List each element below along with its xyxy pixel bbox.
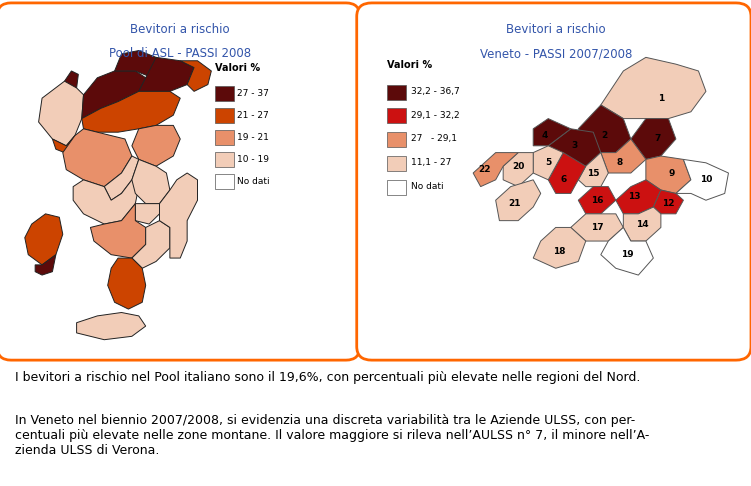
Bar (387, 180, 406, 195)
Polygon shape (533, 119, 571, 146)
Polygon shape (38, 81, 83, 146)
Polygon shape (578, 153, 608, 187)
Polygon shape (623, 207, 661, 241)
Polygon shape (616, 180, 661, 214)
Bar (387, 85, 406, 100)
Text: Valori %: Valori % (387, 60, 432, 69)
Text: 21: 21 (508, 199, 520, 208)
Polygon shape (82, 71, 146, 119)
Polygon shape (601, 57, 706, 119)
Text: 27 - 37: 27 - 37 (237, 88, 269, 98)
Text: 16: 16 (591, 196, 603, 205)
FancyBboxPatch shape (357, 3, 751, 360)
Polygon shape (115, 51, 163, 78)
Text: I bevitori a rischio nel Pool italiano sono il 19,6%, con percentuali più elevat: I bevitori a rischio nel Pool italiano s… (15, 370, 641, 383)
Bar (215, 86, 234, 101)
Polygon shape (104, 156, 139, 200)
Bar (215, 174, 234, 189)
Text: 10 - 19: 10 - 19 (237, 155, 270, 164)
Polygon shape (533, 146, 563, 180)
Polygon shape (631, 119, 676, 159)
Text: 12: 12 (662, 199, 674, 208)
Text: No dati: No dati (237, 177, 270, 186)
Polygon shape (35, 255, 56, 275)
Polygon shape (601, 227, 653, 275)
Text: 5: 5 (545, 158, 551, 167)
Text: 15: 15 (587, 169, 599, 177)
Text: No dati: No dati (412, 182, 444, 191)
Text: 2: 2 (602, 131, 608, 140)
Polygon shape (533, 227, 586, 268)
Text: 18: 18 (553, 247, 566, 256)
Bar (215, 152, 234, 167)
Text: 19 - 21: 19 - 21 (237, 133, 269, 142)
Polygon shape (135, 204, 159, 224)
Polygon shape (578, 187, 616, 214)
Bar (215, 130, 234, 145)
Text: Valori %: Valori % (215, 63, 260, 73)
Polygon shape (25, 214, 63, 265)
Polygon shape (132, 125, 180, 166)
Text: 19: 19 (621, 250, 633, 259)
Polygon shape (159, 173, 198, 258)
Text: 13: 13 (629, 192, 641, 201)
Polygon shape (90, 204, 146, 258)
Polygon shape (646, 156, 691, 193)
Text: 8: 8 (617, 158, 623, 167)
Text: 7: 7 (654, 135, 660, 143)
Text: 29,1 - 32,2: 29,1 - 32,2 (412, 111, 460, 120)
Text: 27   - 29,1: 27 - 29,1 (412, 135, 457, 143)
Text: 1: 1 (658, 94, 664, 103)
Text: Bevitori a rischio: Bevitori a rischio (506, 23, 605, 36)
Text: 14: 14 (636, 220, 648, 228)
Text: 32,2 - 36,7: 32,2 - 36,7 (412, 87, 460, 96)
Polygon shape (139, 57, 194, 91)
Text: 21 - 27: 21 - 27 (237, 111, 269, 120)
Polygon shape (503, 153, 533, 187)
Polygon shape (132, 159, 170, 204)
Polygon shape (653, 190, 683, 214)
Polygon shape (63, 129, 132, 187)
Text: 4: 4 (541, 131, 547, 140)
Polygon shape (73, 180, 139, 224)
Polygon shape (473, 153, 518, 187)
Polygon shape (548, 129, 601, 166)
Text: 22: 22 (478, 165, 490, 174)
Bar (387, 108, 406, 123)
Text: Bevitori a rischio: Bevitori a rischio (131, 23, 230, 36)
Polygon shape (53, 136, 104, 156)
Text: In Veneto nel biennio 2007/2008, si evidenzia una discreta variabilità tra le Az: In Veneto nel biennio 2007/2008, si evid… (15, 414, 650, 457)
Polygon shape (548, 153, 586, 193)
Polygon shape (107, 258, 146, 309)
Text: 3: 3 (572, 141, 578, 150)
Bar (215, 108, 234, 122)
Polygon shape (496, 180, 541, 221)
Text: 17: 17 (591, 223, 603, 232)
Polygon shape (82, 91, 180, 132)
Text: Pool di ASL - PASSI 2008: Pool di ASL - PASSI 2008 (109, 47, 252, 60)
Bar (387, 156, 406, 171)
FancyBboxPatch shape (0, 3, 360, 360)
Text: 9: 9 (669, 169, 675, 177)
Polygon shape (132, 221, 170, 268)
Text: 10: 10 (700, 175, 712, 184)
Polygon shape (676, 159, 728, 200)
Polygon shape (571, 214, 623, 241)
Polygon shape (578, 105, 631, 153)
Text: 6: 6 (560, 175, 566, 184)
Text: Veneto - PASSI 2007/2008: Veneto - PASSI 2007/2008 (480, 47, 632, 60)
Polygon shape (180, 61, 211, 91)
Text: 11,1 - 27: 11,1 - 27 (412, 158, 451, 167)
Polygon shape (65, 71, 78, 91)
Polygon shape (601, 139, 646, 173)
Bar (387, 132, 406, 147)
Polygon shape (77, 312, 146, 340)
Text: 20: 20 (512, 162, 524, 171)
